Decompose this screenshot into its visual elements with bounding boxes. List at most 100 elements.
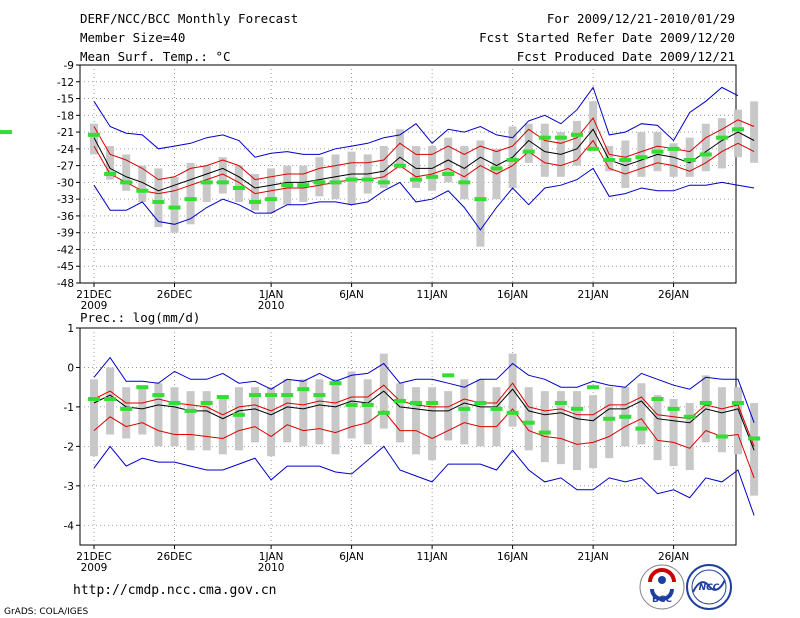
- observed-mark: [297, 387, 310, 392]
- forecast-produced-date: Fcst Produced Date 2009/12/21: [517, 49, 735, 64]
- y-tick-label: -21: [57, 127, 74, 139]
- series-line-lower: [93, 408, 755, 479]
- spread-bar: [540, 123, 549, 177]
- observed-mark: [329, 180, 342, 185]
- x-tick-label: 26JAN: [658, 289, 689, 301]
- observed-mark: [442, 172, 455, 176]
- spread-bar: [428, 387, 437, 461]
- x-tick-label: 1JAN: [259, 551, 284, 563]
- spread-bar: [379, 146, 388, 188]
- y-tick-label: -2: [64, 441, 74, 453]
- observed-mark: [748, 436, 761, 441]
- spread-bar: [395, 129, 404, 169]
- forecast-period: For 2009/12/21-2010/01/29: [547, 11, 735, 26]
- observed-mark: [329, 381, 342, 386]
- spread-bar: [299, 379, 308, 447]
- observed-mark: [184, 408, 197, 413]
- spread-bar: [717, 118, 726, 169]
- x-tick-year-label: 2010: [258, 300, 285, 312]
- observed-mark: [699, 152, 712, 157]
- observed-mark: [732, 127, 744, 132]
- observed-mark: [410, 177, 422, 182]
- spread-bar: [637, 132, 646, 177]
- observed-mark: [587, 385, 600, 390]
- spread-bar: [444, 391, 453, 441]
- observed-mark: [474, 197, 487, 202]
- source-url[interactable]: http://cmdp.ncc.cma.gov.cn: [73, 583, 277, 598]
- observed-mark: [104, 172, 117, 176]
- y-tick-label: -9: [64, 60, 74, 72]
- observed-mark: [136, 385, 149, 390]
- x-tick-year-label: 2010: [258, 562, 285, 574]
- observed-mark: [635, 426, 648, 431]
- observed-mark: [442, 373, 455, 378]
- spread-bar: [669, 143, 678, 177]
- spread-bar: [701, 123, 710, 172]
- x-tick-label: 21DEC: [76, 551, 111, 563]
- x-tick-label: 6JAN: [339, 289, 364, 301]
- observed-mark: [522, 149, 535, 154]
- observed-mark: [249, 199, 261, 204]
- observed-mark: [683, 414, 696, 419]
- y-tick-label: -12: [57, 77, 74, 89]
- spread-bar: [363, 379, 372, 445]
- observed-mark: [232, 412, 245, 417]
- y-tick-label: 0: [67, 362, 74, 374]
- observed-mark: [603, 158, 616, 163]
- spread-bar: [540, 391, 549, 463]
- observed-mark: [265, 393, 278, 398]
- observed-mark: [184, 197, 197, 202]
- observed-mark: [651, 149, 664, 154]
- spread-bar: [412, 387, 420, 455]
- spread-bar: [653, 395, 662, 461]
- spread-bar: [492, 387, 501, 447]
- observed-mark: [732, 400, 744, 405]
- spread-bar: [90, 379, 98, 457]
- member-size: Member Size=40: [80, 30, 185, 45]
- x-tick-label: 21JAN: [577, 551, 608, 563]
- spread-bar: [750, 101, 759, 163]
- spread-bar: [315, 157, 324, 197]
- plot-frame: [79, 64, 737, 284]
- y-tick-label: -15: [57, 94, 74, 106]
- observed-mark: [120, 406, 133, 411]
- grads-credit: GrADS: COLA/IGES: [4, 607, 88, 617]
- spread-bar: [460, 146, 469, 200]
- spread-bar: [218, 157, 227, 194]
- spread-bar: [734, 109, 742, 158]
- spread-bar: [122, 387, 131, 439]
- observed-mark: [345, 402, 358, 407]
- spread-bar: [524, 123, 533, 163]
- observed-mark: [426, 400, 439, 405]
- spread-bar: [556, 391, 565, 465]
- y-tick-label: -48: [57, 278, 74, 290]
- observed-mark: [232, 185, 245, 190]
- y-tick-label: -24: [57, 144, 74, 156]
- precip-title: Prec.: log(mm/d): [80, 310, 200, 325]
- y-tick-label: -39: [57, 228, 74, 240]
- spread-bar: [412, 146, 420, 188]
- y-tick-label: -27: [57, 161, 74, 173]
- observed-mark: [458, 180, 471, 185]
- x-tick-label: 26DEC: [157, 289, 192, 301]
- forecast-started-date: Fcst Started Refer Date 2009/12/20: [479, 30, 735, 45]
- spread-bar: [524, 387, 533, 451]
- spread-bar: [234, 165, 243, 202]
- observed-mark: [490, 406, 503, 411]
- observed-mark: [603, 416, 616, 421]
- observed-mark: [538, 135, 551, 140]
- spread-bar: [621, 140, 630, 188]
- spread-bar: [734, 387, 742, 455]
- observed-mark: [168, 400, 181, 405]
- observed-mark: [393, 398, 406, 403]
- observed-mark: [490, 166, 503, 171]
- spread-bar: [138, 165, 147, 202]
- ncc-logo: NCC: [686, 564, 732, 610]
- observed-mark: [345, 177, 358, 182]
- x-tick-label: 1JAN: [259, 289, 284, 301]
- observed-mark: [200, 180, 213, 185]
- observed-mark: [410, 400, 422, 405]
- spread-bar: [573, 120, 581, 166]
- observed-mark: [361, 402, 374, 407]
